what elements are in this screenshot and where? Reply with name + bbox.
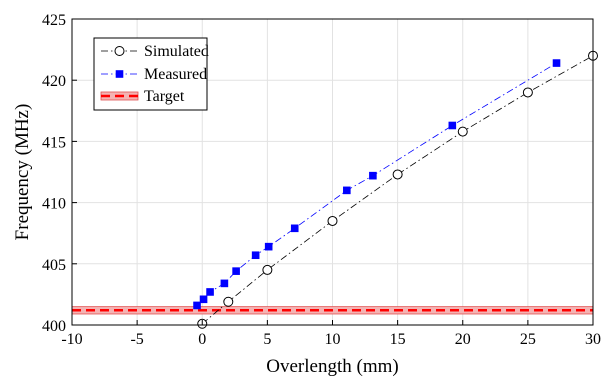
measured-point	[264, 242, 273, 251]
series-layer	[193, 50, 598, 329]
simulated-point	[522, 87, 533, 98]
measured-point	[290, 224, 299, 233]
measured-point	[251, 251, 260, 260]
measured-point	[193, 301, 201, 310]
legend-measured-marker	[115, 70, 124, 78]
legend-label-measured: Measured	[144, 66, 207, 83]
y-tick-label: 415	[42, 134, 66, 151]
y-axis-label: Frequency (MHz)	[12, 104, 33, 241]
measured-point	[448, 121, 457, 130]
y-tick-label: 425	[42, 12, 66, 29]
x-tick-label: 15	[390, 331, 406, 348]
measured-point	[232, 267, 240, 275]
measured-point	[369, 171, 377, 180]
legend-label-simulated: Simulated	[144, 43, 209, 60]
legend: Simulated Measured Target	[93, 37, 209, 111]
measured-point	[343, 186, 351, 195]
x-tick-label: 30	[585, 331, 601, 348]
x-tick-label: 0	[198, 331, 206, 348]
x-tick-label: 20	[455, 331, 471, 348]
y-tick-label: 420	[42, 73, 66, 90]
measured-point	[206, 288, 214, 296]
target-layer	[71, 306, 594, 315]
x-tick-label: 25	[520, 331, 536, 348]
axis-ticks: -10 -5 0 5 10 15 20 25 30 400 405 410 415 420 425	[42, 12, 601, 348]
x-tick-label: -5	[130, 331, 143, 348]
simulated-point	[223, 296, 234, 307]
y-tick-label: 400	[42, 318, 66, 335]
x-tick-label: -10	[61, 331, 82, 348]
simulated-point	[457, 126, 468, 137]
simulated-line	[201, 55, 594, 325]
y-tick-label: 405	[42, 257, 66, 274]
measured-point	[220, 279, 229, 288]
simulated-point	[262, 264, 273, 275]
simulated-point	[327, 215, 338, 226]
legend-simulated-marker	[114, 46, 125, 56]
x-tick-label: 10	[325, 331, 341, 348]
x-axis-label: Overlength (mm)	[266, 356, 398, 377]
measured-point	[552, 59, 561, 67]
x-tick-label: 5	[263, 331, 271, 348]
measured-point	[199, 295, 208, 304]
y-tick-label: 410	[42, 196, 66, 213]
simulated-point	[392, 169, 403, 180]
legend-label-target: Target	[144, 88, 185, 105]
